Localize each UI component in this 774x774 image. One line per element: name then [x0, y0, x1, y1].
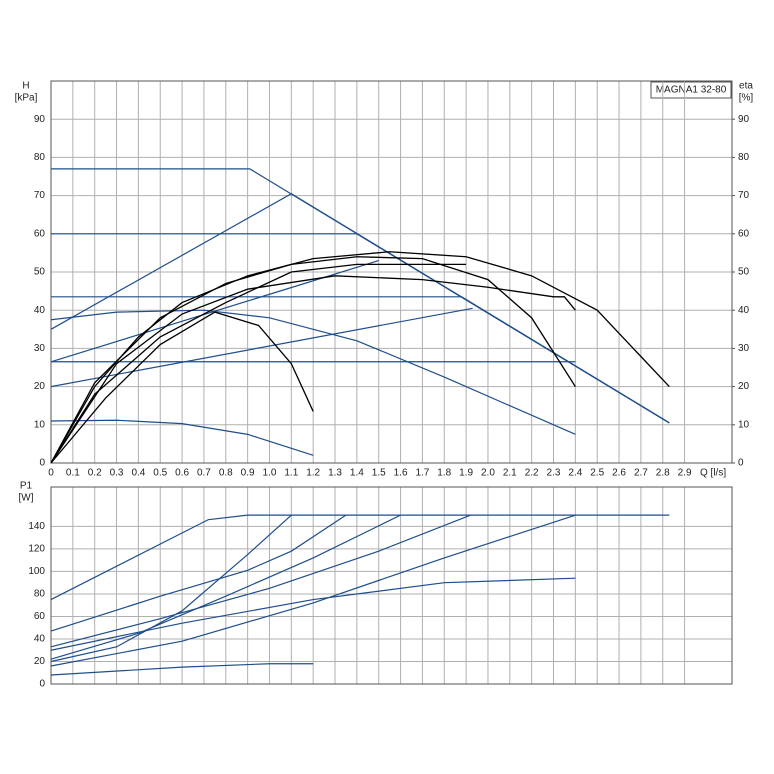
curve — [50, 514, 401, 660]
curve — [50, 514, 576, 667]
y-axis-label: H — [22, 81, 29, 92]
y-tick-label: 90 — [34, 114, 46, 125]
x-tick-label: 1.6 — [394, 468, 408, 479]
y-tick-label: 60 — [34, 228, 46, 239]
curve — [50, 309, 576, 435]
y-tick-label: 20 — [34, 381, 46, 392]
curve — [50, 514, 471, 648]
curve — [50, 419, 314, 456]
y-axis-unit: [kPa] — [15, 93, 38, 104]
x-tick-label: 2.3 — [547, 468, 561, 479]
plot-frame — [50, 486, 733, 685]
y2-tick-label: 30 — [738, 343, 750, 354]
y2-tick-label: 20 — [738, 381, 750, 392]
y2-tick-label: 70 — [738, 190, 750, 201]
x-tick-label: 2.5 — [590, 468, 604, 479]
y-tick-label: 0 — [39, 679, 45, 690]
y-tick-label: 40 — [34, 634, 46, 645]
curve — [50, 514, 292, 663]
y-tick-label: 10 — [34, 419, 46, 430]
y-tick-label: 30 — [34, 343, 46, 354]
y2-tick-label: 0 — [738, 458, 744, 469]
plot-frame — [50, 80, 733, 464]
y2-tick-label: 40 — [738, 305, 750, 316]
x-tick-label: 1.7 — [415, 468, 429, 479]
x-tick-label: 2.2 — [525, 468, 539, 479]
x-tick-label: 0.7 — [197, 468, 211, 479]
x-tick-label: 2.1 — [503, 468, 517, 479]
curve — [50, 514, 670, 601]
y2-tick-label: 90 — [738, 114, 750, 125]
x-tick-label: 2.4 — [568, 468, 582, 479]
x-tick-label: 1.3 — [328, 468, 342, 479]
x-tick-label: 0.8 — [219, 468, 233, 479]
x-tick-label: 1.0 — [263, 468, 277, 479]
curve — [50, 311, 314, 464]
curve — [50, 263, 467, 464]
y-tick-label: 80 — [34, 589, 46, 600]
y2-tick-label: 50 — [738, 267, 750, 278]
y2-axis-unit: [%] — [739, 93, 754, 104]
x-tick-label: 1.9 — [459, 468, 473, 479]
curve — [51, 296, 670, 424]
y2-tick-label: 60 — [738, 228, 750, 239]
y-tick-label: 20 — [34, 656, 46, 667]
x-tick-label: 0.2 — [88, 468, 102, 479]
x-tick-label: 1.1 — [284, 468, 298, 479]
curve — [50, 514, 347, 632]
x-tick-label: 0.9 — [241, 468, 255, 479]
curve — [50, 307, 473, 388]
y-axis-label: P1 — [20, 481, 33, 492]
curve — [50, 256, 576, 464]
y2-tick-label: 10 — [738, 419, 750, 430]
y2-tick-label: 80 — [738, 152, 750, 163]
x-axis-label: Q [l/s] — [700, 468, 726, 479]
y-tick-label: 60 — [34, 611, 46, 622]
x-tick-label: 2.0 — [481, 468, 495, 479]
y-tick-label: 80 — [34, 152, 46, 163]
x-tick-label: 0.1 — [66, 468, 80, 479]
x-tick-label: 0.3 — [110, 468, 124, 479]
x-tick-label: 2.8 — [656, 468, 670, 479]
legend-box — [650, 81, 732, 99]
x-tick-label: 0 — [48, 468, 54, 479]
y2-axis-label: eta — [739, 81, 753, 92]
y-tick-label: 100 — [28, 566, 45, 577]
x-tick-label: 2.7 — [634, 468, 648, 479]
x-tick-label: 0.4 — [131, 468, 145, 479]
legend-text: MAGNA1 32-80 — [656, 85, 727, 96]
y-tick-label: 120 — [28, 544, 45, 555]
x-tick-label: 0.5 — [153, 468, 167, 479]
y-tick-label: 70 — [34, 190, 46, 201]
y-tick-label: 40 — [34, 305, 46, 316]
x-tick-label: 1.8 — [437, 468, 451, 479]
x-tick-label: 2.9 — [678, 468, 692, 479]
y-tick-label: 50 — [34, 267, 46, 278]
x-tick-label: 1.2 — [306, 468, 320, 479]
y-axis-unit: [W] — [19, 493, 34, 504]
x-tick-label: 0.6 — [175, 468, 189, 479]
y-tick-label: 140 — [28, 521, 45, 532]
curve — [50, 663, 314, 676]
curve — [50, 577, 576, 651]
x-tick-label: 2.6 — [612, 468, 626, 479]
curve — [50, 275, 576, 464]
x-tick-label: 1.4 — [350, 468, 364, 479]
x-tick-label: 1.5 — [372, 468, 386, 479]
y-tick-label: 0 — [39, 458, 45, 469]
